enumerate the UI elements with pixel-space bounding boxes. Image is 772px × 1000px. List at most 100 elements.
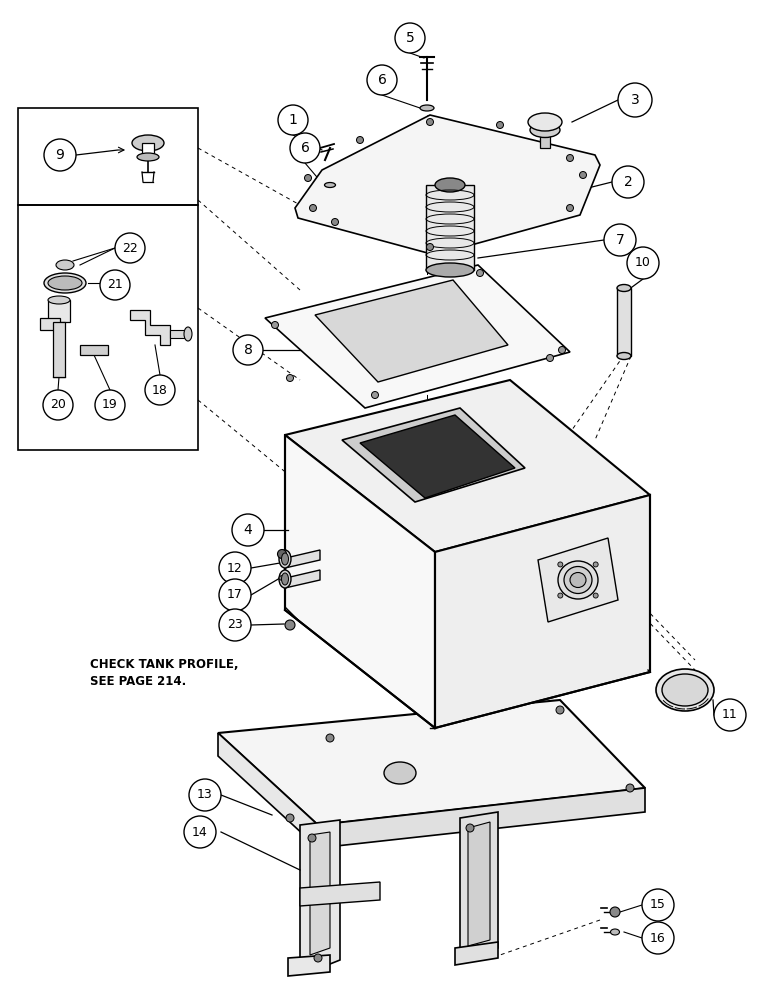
Circle shape	[43, 390, 73, 420]
Circle shape	[357, 136, 364, 143]
Text: 1: 1	[289, 113, 297, 127]
Polygon shape	[318, 788, 645, 848]
Circle shape	[604, 224, 636, 256]
Text: 20: 20	[50, 398, 66, 412]
Circle shape	[331, 219, 338, 226]
Text: 22: 22	[122, 241, 138, 254]
Circle shape	[232, 514, 264, 546]
Circle shape	[558, 347, 566, 354]
Text: 13: 13	[197, 788, 213, 802]
Ellipse shape	[617, 353, 631, 360]
Ellipse shape	[570, 572, 586, 587]
Circle shape	[314, 954, 322, 962]
Ellipse shape	[530, 122, 560, 137]
Polygon shape	[285, 570, 320, 588]
Ellipse shape	[132, 135, 164, 151]
Ellipse shape	[282, 573, 289, 585]
Ellipse shape	[184, 327, 192, 341]
Circle shape	[426, 243, 434, 250]
Text: 18: 18	[152, 383, 168, 396]
Polygon shape	[538, 538, 618, 622]
Circle shape	[189, 779, 221, 811]
Ellipse shape	[656, 669, 714, 711]
Polygon shape	[435, 495, 650, 728]
Bar	[142, 143, 154, 157]
Bar	[617, 288, 631, 356]
Ellipse shape	[420, 105, 434, 111]
Polygon shape	[468, 822, 490, 946]
Text: 6: 6	[378, 73, 387, 87]
Ellipse shape	[617, 284, 631, 292]
Text: 17: 17	[227, 588, 243, 601]
Circle shape	[290, 133, 320, 163]
Ellipse shape	[426, 263, 474, 277]
Text: 21: 21	[107, 278, 123, 292]
Circle shape	[219, 609, 251, 641]
Ellipse shape	[56, 260, 74, 270]
Bar	[170, 330, 188, 338]
Circle shape	[310, 205, 317, 212]
Circle shape	[219, 579, 251, 611]
Ellipse shape	[282, 553, 289, 565]
Text: 12: 12	[227, 562, 243, 574]
Circle shape	[395, 23, 425, 53]
Polygon shape	[360, 415, 515, 498]
Text: 9: 9	[56, 148, 64, 162]
Circle shape	[326, 734, 334, 742]
Text: 4: 4	[244, 523, 252, 537]
Circle shape	[547, 355, 554, 361]
Polygon shape	[315, 280, 508, 382]
Circle shape	[593, 562, 598, 567]
Polygon shape	[218, 700, 645, 825]
Text: 6: 6	[300, 141, 310, 155]
Circle shape	[618, 83, 652, 117]
Ellipse shape	[435, 178, 465, 192]
Text: 10: 10	[635, 256, 651, 269]
Text: 8: 8	[243, 343, 252, 357]
Ellipse shape	[384, 762, 416, 784]
Bar	[540, 130, 550, 148]
Ellipse shape	[279, 570, 291, 588]
Circle shape	[642, 922, 674, 954]
Ellipse shape	[48, 296, 70, 304]
Ellipse shape	[279, 550, 291, 568]
Polygon shape	[285, 550, 320, 568]
Circle shape	[285, 620, 295, 630]
Circle shape	[626, 784, 634, 792]
Polygon shape	[288, 955, 330, 976]
Ellipse shape	[528, 113, 562, 131]
Ellipse shape	[137, 153, 159, 161]
Text: 19: 19	[102, 398, 118, 412]
Circle shape	[567, 154, 574, 161]
Polygon shape	[310, 832, 330, 955]
Text: 7: 7	[615, 233, 625, 247]
Circle shape	[580, 172, 587, 178]
Text: 2: 2	[624, 175, 632, 189]
Bar	[18, 205, 198, 450]
Polygon shape	[342, 408, 525, 502]
Circle shape	[219, 552, 251, 584]
Circle shape	[286, 374, 293, 381]
Circle shape	[233, 335, 263, 365]
Ellipse shape	[564, 566, 592, 593]
Circle shape	[593, 593, 598, 598]
Polygon shape	[300, 820, 340, 968]
Ellipse shape	[558, 561, 598, 599]
Circle shape	[714, 699, 746, 731]
Polygon shape	[130, 310, 170, 345]
Bar	[48, 300, 70, 322]
Bar	[53, 322, 65, 377]
Ellipse shape	[279, 576, 287, 580]
Circle shape	[610, 907, 620, 917]
Text: 16: 16	[650, 932, 666, 944]
Circle shape	[286, 814, 294, 822]
Circle shape	[100, 270, 130, 300]
Text: 14: 14	[192, 826, 208, 838]
Bar	[80, 345, 108, 355]
Ellipse shape	[48, 276, 82, 290]
Text: 3: 3	[631, 93, 639, 107]
Ellipse shape	[611, 929, 619, 935]
Polygon shape	[300, 882, 380, 906]
Ellipse shape	[324, 182, 336, 188]
Circle shape	[556, 706, 564, 714]
